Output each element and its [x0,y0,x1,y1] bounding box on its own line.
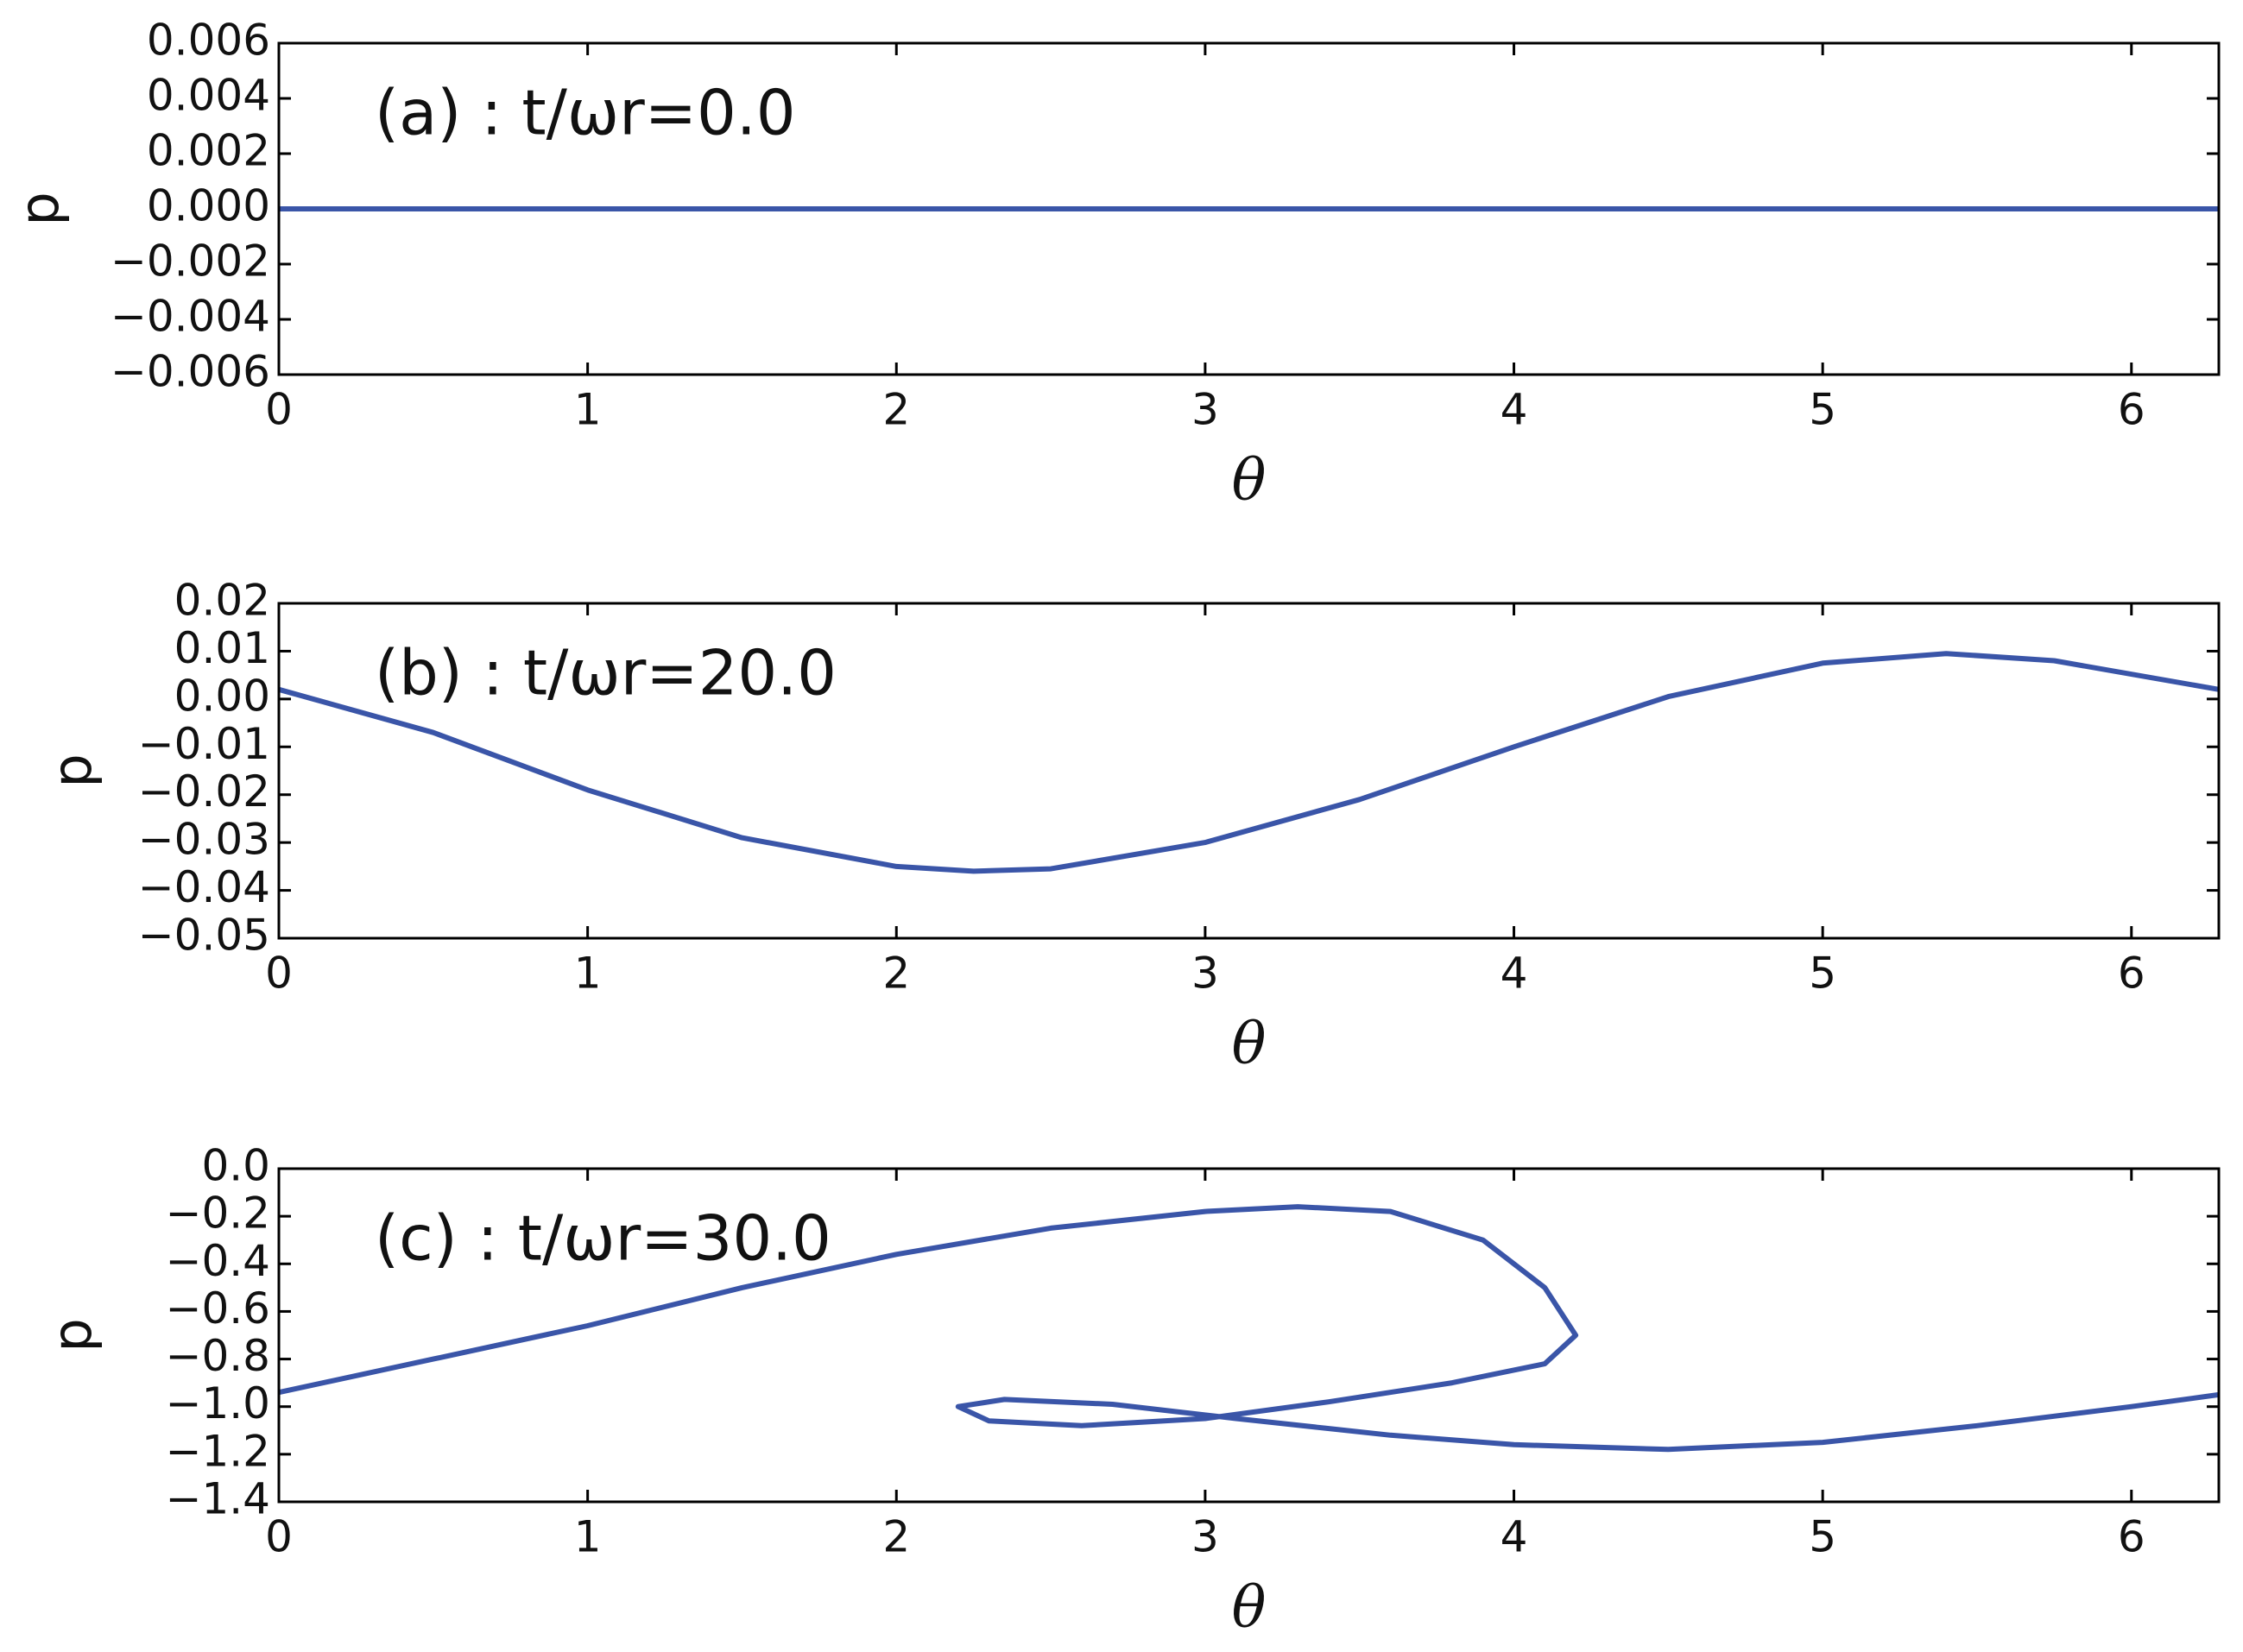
x-tick-label: 0 [265,1512,293,1562]
x-tick-label: 0 [265,385,293,435]
plot-frame [277,1167,2221,1504]
y-tick-label: −1.2 [166,1426,270,1476]
x-axis-label: θ [1232,1011,1267,1077]
y-tick-label: 0.004 [147,71,270,121]
x-tick-label: 1 [574,949,602,999]
y-tick-label: 0.000 [147,181,270,231]
x-tick-label: 3 [1191,949,1219,999]
x-tick-label: 6 [2118,949,2145,999]
y-axis-label: p [8,192,71,225]
y-tick-label: −1.0 [166,1378,270,1428]
plot-frame [277,602,2221,940]
y-tick-label: −0.01 [138,719,270,769]
y-tick-label: 0.002 [147,126,270,176]
x-tick-label: 5 [1809,1512,1836,1562]
y-tick-label: −0.004 [111,292,270,342]
y-tick-label: −0.6 [166,1283,270,1334]
x-tick-label: 2 [882,385,910,435]
y-tick-label: −0.05 [138,911,270,961]
x-tick-label: 5 [1809,385,1836,435]
x-axis-label: θ [1232,1574,1267,1641]
y-axis-label: p [41,1318,104,1352]
y-tick-label: −0.006 [111,347,270,397]
plot-frame [277,41,2221,376]
y-tick-label: −1.4 [166,1474,270,1524]
x-tick-label: 3 [1191,1512,1219,1562]
y-tick-label: 0.02 [174,576,270,626]
x-tick-label: 6 [2118,385,2145,435]
y-tick-label: −0.8 [166,1331,270,1381]
y-tick-label: −0.04 [138,862,270,912]
y-tick-label: 0.01 [174,623,270,673]
annotation: (c) : t/ωr=30.0 [375,1202,831,1275]
x-tick-label: 1 [574,1512,602,1562]
x-tick-label: 1 [574,385,602,435]
x-tick-label: 0 [265,949,293,999]
data-line [278,651,2220,874]
x-tick-label: 2 [882,949,910,999]
x-tick-label: 5 [1809,949,1836,999]
y-tick-label: −0.002 [111,236,270,287]
y-tick-label: 0.006 [147,16,270,66]
annotation: (a) : t/ωr=0.0 [375,77,796,149]
x-tick-label: 6 [2118,1512,2145,1562]
annotation: (b) : t/ωr=20.0 [375,637,837,709]
x-tick-label: 3 [1191,385,1219,435]
y-tick-label: −0.02 [138,766,270,817]
y-tick-label: −0.4 [166,1236,270,1286]
data-line [278,1204,2220,1453]
y-tick-label: −0.2 [166,1189,270,1239]
x-axis-label: θ [1232,447,1267,514]
y-tick-label: −0.03 [138,815,270,865]
y-tick-label: 0.00 [174,671,270,721]
y-axis-label: p [41,753,104,787]
x-tick-label: 4 [1501,385,1528,435]
y-tick-label: 0.0 [201,1141,270,1191]
x-tick-label: 2 [882,1512,910,1562]
x-tick-label: 4 [1501,1512,1528,1562]
x-tick-label: 4 [1501,949,1528,999]
